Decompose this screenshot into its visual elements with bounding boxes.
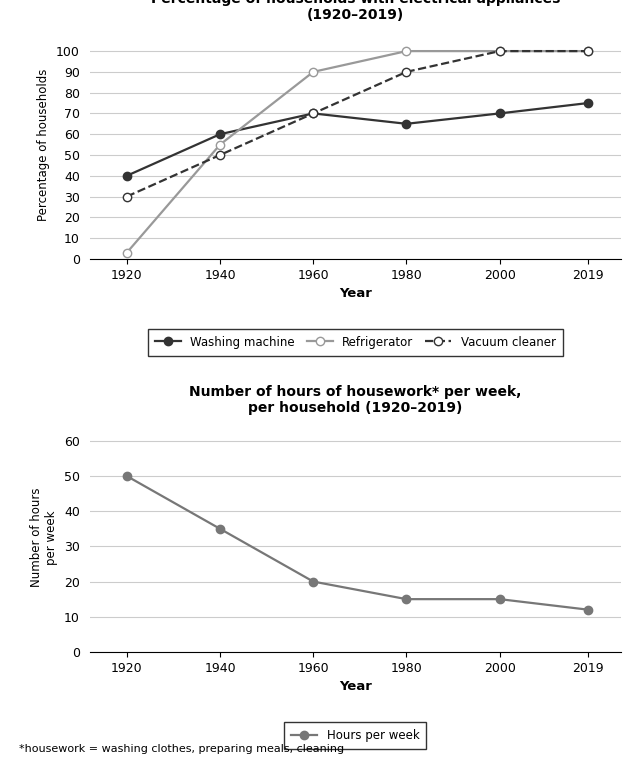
Legend: Hours per week: Hours per week (284, 722, 426, 749)
X-axis label: Year: Year (339, 680, 372, 693)
Y-axis label: Number of hours
per week: Number of hours per week (30, 488, 58, 587)
Title: Number of hours of housework* per week,
per household (1920–2019): Number of hours of housework* per week, … (189, 385, 522, 415)
Title: Percentage of households with electrical appliances
(1920–2019): Percentage of households with electrical… (150, 0, 560, 22)
Text: *housework = washing clothes, preparing meals, cleaning: *housework = washing clothes, preparing … (19, 744, 344, 754)
Legend: Washing machine, Refrigerator, Vacuum cleaner: Washing machine, Refrigerator, Vacuum cl… (148, 329, 563, 356)
X-axis label: Year: Year (339, 287, 372, 300)
Y-axis label: Percentage of households: Percentage of households (38, 68, 51, 221)
